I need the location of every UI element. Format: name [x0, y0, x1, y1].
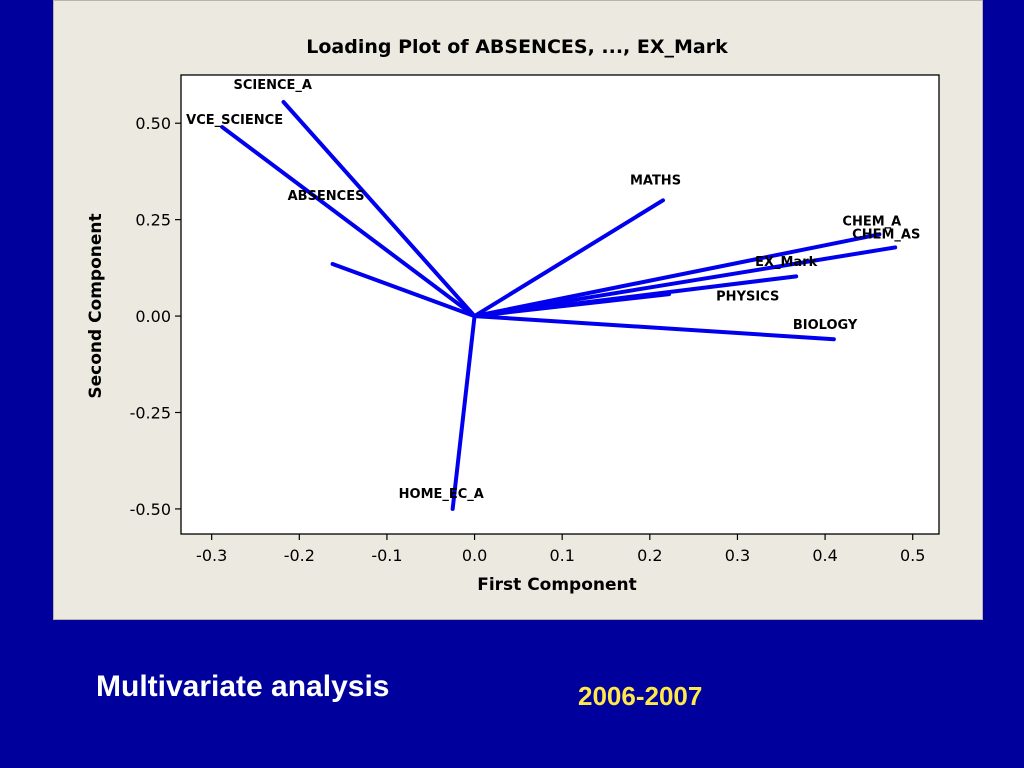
- x-tick-label: -0.3: [196, 546, 227, 565]
- loading-label-chem-as: CHEM_AS: [852, 227, 920, 242]
- loading-label-chem-a: CHEM_A: [842, 214, 901, 229]
- loading-label-ex-mark: EX_Mark: [755, 255, 818, 270]
- loading-vector-chem-as: [472, 245, 898, 319]
- x-tick-label: 0.0: [462, 546, 487, 565]
- y-tick-label: 0.00: [135, 307, 171, 326]
- x-tick-label: -0.1: [371, 546, 402, 565]
- chart-title: Loading Plot of ABSENCES, ..., EX_Mark: [306, 36, 728, 58]
- chart-panel: Loading Plot of ABSENCES, ..., EX_Mark -…: [53, 0, 983, 620]
- loading-label-maths: MATHS: [630, 173, 681, 188]
- x-tick-label: 0.3: [725, 546, 750, 565]
- x-axis-label: First Component: [477, 575, 637, 595]
- loading-vector-vce-science: [220, 125, 477, 319]
- x-tick-label: 0.5: [900, 546, 925, 565]
- loading-labels: SCIENCE_A VCE_SCIENCE ABSENCES MATHS CHEM_AC…: [186, 78, 920, 502]
- loading-vector-maths: [472, 198, 665, 319]
- loading-lines: [220, 100, 898, 511]
- y-axis-label: Second Component: [86, 213, 106, 398]
- loading-vector-science-a: [281, 100, 477, 319]
- x-tick-label: 0.2: [637, 546, 662, 565]
- loading-plot: Loading Plot of ABSENCES, ..., EX_Mark -…: [86, 36, 940, 595]
- loading-label-physics: PHYSICS: [716, 289, 779, 304]
- loading-vector-absences: [330, 262, 477, 319]
- loading-vector-biology: [472, 314, 836, 342]
- loading-label-science-a: SCIENCE_A: [234, 78, 312, 93]
- x-tick-label: 0.4: [812, 546, 837, 565]
- loading-label-biology: BIOLOGY: [793, 318, 858, 333]
- loading-vector-chem-a: [472, 232, 882, 319]
- slide-year: 2006-2007: [578, 681, 703, 711]
- y-tick-label: 0.50: [135, 114, 171, 133]
- y-tick-label: -0.25: [130, 404, 171, 423]
- loading-label-absences: ABSENCES: [288, 189, 365, 204]
- x-axis: -0.3 -0.2 -0.1 0.0 0.1 0.2 0.3 0.4 0.5: [196, 534, 925, 565]
- y-tick-label: -0.50: [130, 500, 171, 519]
- loading-vector-home-ec-a: [450, 314, 477, 511]
- loading-vector-physics: [472, 274, 799, 319]
- x-tick-label: -0.2: [284, 546, 315, 565]
- loading-label-home-ec-a: HOME_EC_A: [399, 487, 484, 502]
- y-axis: 0.50 0.25 0.00 -0.25 -0.50: [130, 114, 181, 519]
- y-tick-label: 0.25: [135, 211, 171, 230]
- loading-label-vce-science: VCE_SCIENCE: [186, 113, 283, 128]
- x-tick-label: 0.1: [549, 546, 574, 565]
- slide-title: Multivariate analysis: [96, 670, 390, 703]
